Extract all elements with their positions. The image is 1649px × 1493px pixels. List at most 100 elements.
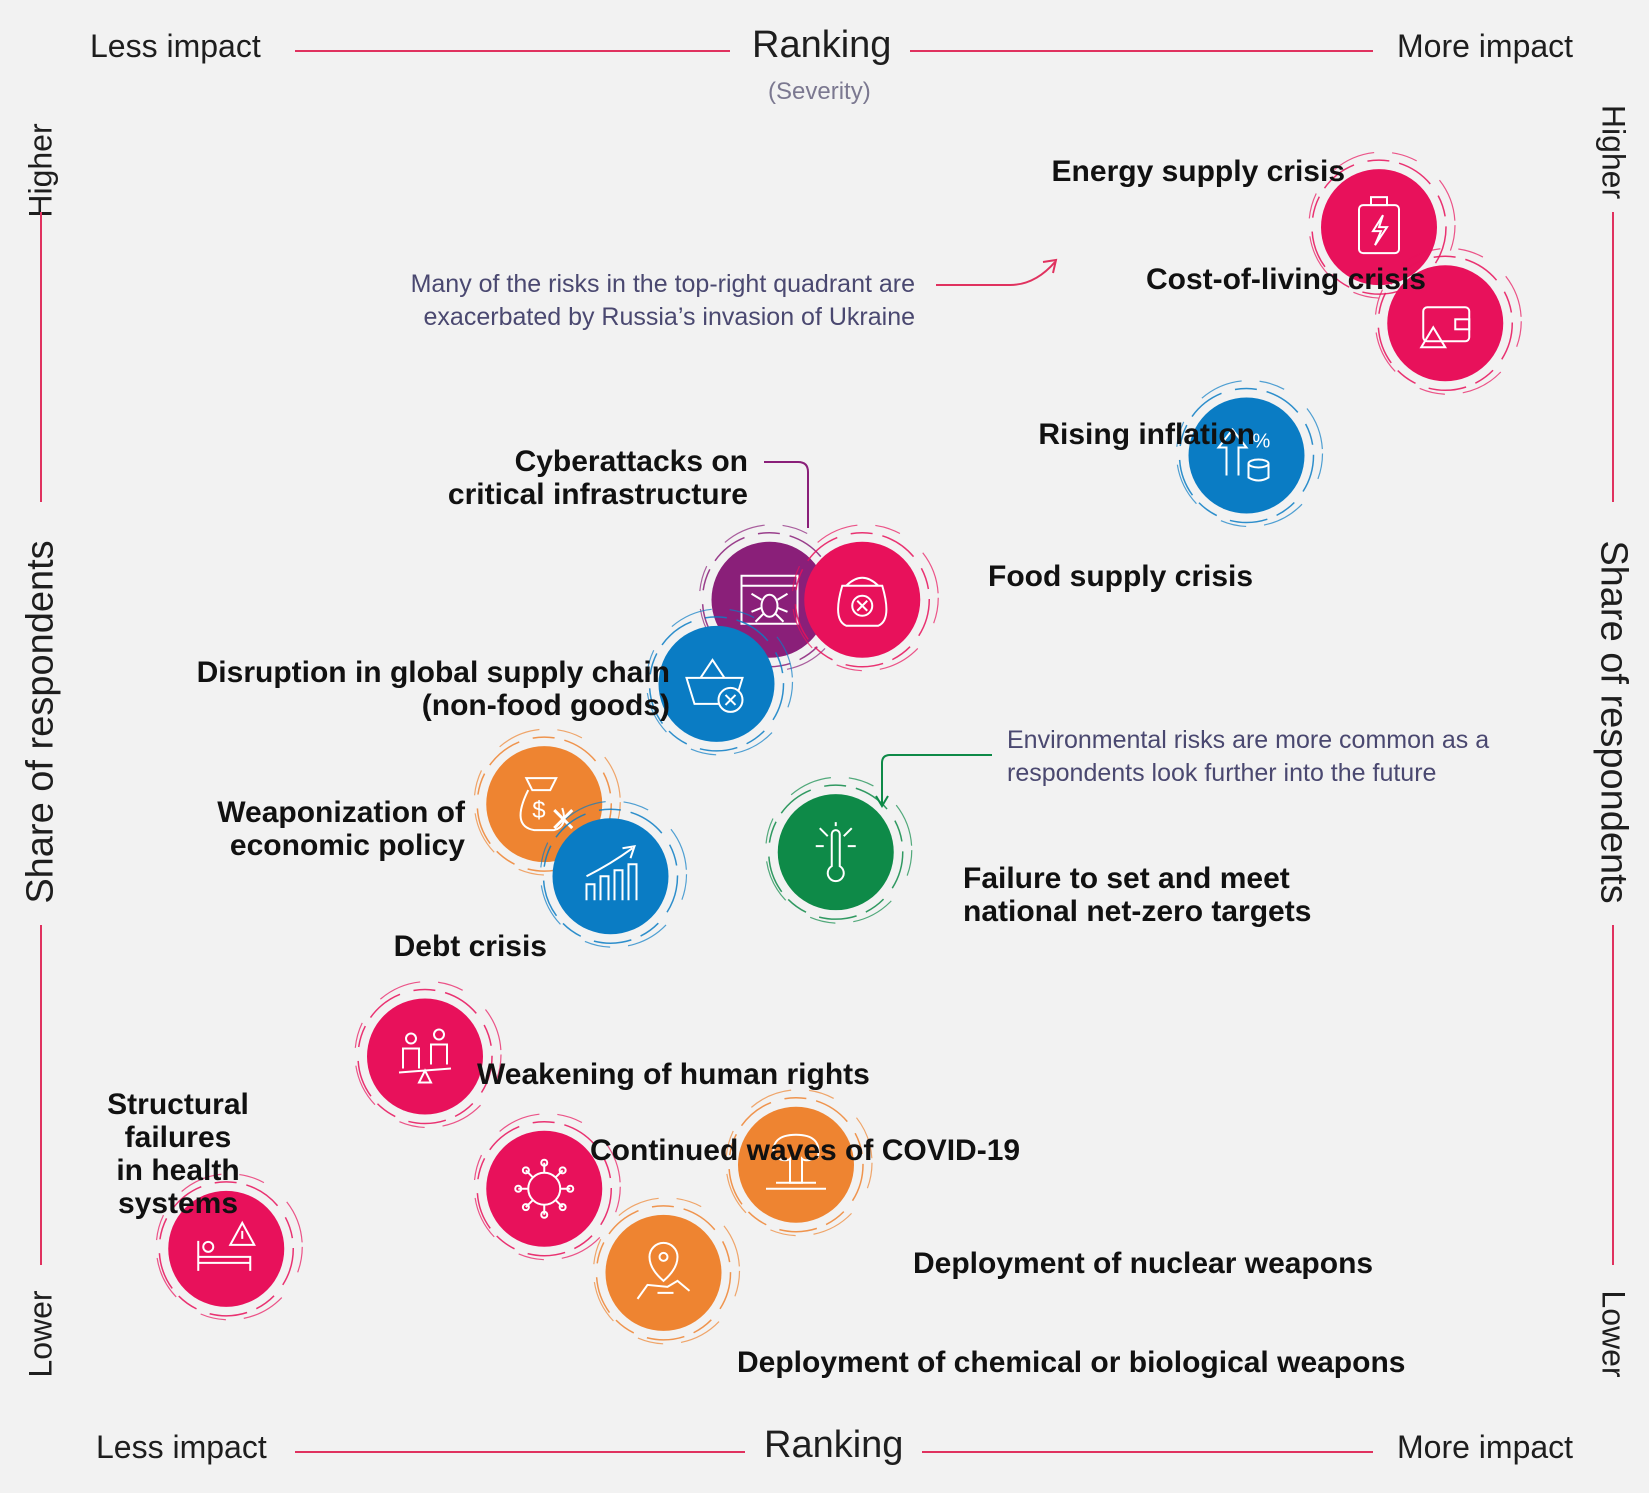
label-netzero: Failure to set and meet national net-zer… xyxy=(963,862,1311,928)
label-weapon-line1: Weaponization of xyxy=(217,796,465,829)
bubble-chem-circle xyxy=(605,1214,722,1331)
bubble-health xyxy=(155,1173,303,1321)
ukraine-annotation: Many of the risks in the top-right quadr… xyxy=(340,268,915,334)
environment-annotation-arrow xyxy=(881,754,992,805)
bubble-food xyxy=(791,524,939,672)
bubble-ring-outer-2 xyxy=(791,524,939,672)
environment-annotation: Environmental risks are more common as a… xyxy=(1007,724,1489,790)
left-axis-line-bottom xyxy=(40,925,42,1265)
label-health-line4: systems xyxy=(117,1187,239,1220)
people-balance-icon xyxy=(398,1028,452,1084)
label-weapon: Weaponization of economic policy xyxy=(160,796,465,862)
label-cyber: Cyberattacks on critical infrastructure xyxy=(330,445,748,511)
bubble-ring-outer xyxy=(794,532,930,668)
wallet-warning-icon xyxy=(1419,306,1471,349)
label-chem: Deployment of chemical or biological wea… xyxy=(737,1346,1406,1379)
bubble-ring-outer-2 xyxy=(354,980,502,1129)
top-axis-line-right xyxy=(910,50,1373,52)
label-cyber-line1: Cyberattacks on xyxy=(514,445,748,478)
bubble-ring-outer xyxy=(158,1181,294,1317)
bubble-debt-circle xyxy=(552,818,669,935)
bubble-food-circle xyxy=(804,541,921,658)
bubble-netzero xyxy=(765,776,913,924)
bubble-ring-outer xyxy=(542,808,679,944)
label-netzero-line1: Failure to set and meet xyxy=(963,862,1290,895)
ukraine-annotation-line2: exacerbated by Russia’s invasion of Ukra… xyxy=(423,303,915,331)
bubble-ring-outer xyxy=(1377,255,1513,392)
bubble-covid-circle xyxy=(486,1130,603,1247)
bubble-ring-outer-2 xyxy=(592,1197,741,1345)
bubble-rights xyxy=(354,980,502,1129)
ukraine-annotation-arrowhead xyxy=(1042,258,1058,274)
ukraine-annotation-line1: Many of the risks in the top-right quadr… xyxy=(410,270,915,298)
bubble-cost-circle xyxy=(1387,265,1504,382)
virus-icon xyxy=(514,1158,575,1219)
bubble-ring-outer xyxy=(768,784,904,920)
bubble-ring-outer xyxy=(357,988,493,1125)
label-nuclear: Deployment of nuclear weapons xyxy=(913,1247,1374,1280)
bubble-ring-outer xyxy=(476,736,612,872)
label-inflation: Rising inflation xyxy=(1038,418,1255,451)
biohazard-hand-icon xyxy=(636,1241,691,1300)
bubble-ring-outer-2 xyxy=(765,776,913,924)
bubble-ring-outer xyxy=(1311,159,1447,295)
label-covid: Continued waves of COVID-19 xyxy=(590,1134,1021,1167)
bottom-axis-line-right xyxy=(922,1451,1373,1453)
bubble-supply-circle xyxy=(658,625,775,742)
label-netzero-line2: national net-zero targets xyxy=(963,895,1312,928)
ukraine-annotation-arrow xyxy=(936,261,1056,286)
label-health-line2: failures xyxy=(124,1121,232,1154)
bubble-health-circle xyxy=(168,1190,285,1307)
bubble-chem xyxy=(592,1197,741,1345)
top-axis-title: Ranking xyxy=(752,24,892,66)
label-weapon-line2: economic policy xyxy=(229,829,465,862)
bubble-ring-outer-2 xyxy=(473,728,621,876)
bottom-axis-title: Ranking xyxy=(764,1424,904,1466)
bottom-axis-right-label: More impact xyxy=(1397,1429,1574,1465)
label-health-line1: Structural xyxy=(107,1088,249,1121)
bubble-netzero-circle xyxy=(777,794,894,911)
bubble-ring-outer-2 xyxy=(539,800,688,948)
hospital-bed-warning-icon xyxy=(197,1220,256,1271)
arrow-percent-coins-icon: % xyxy=(1216,427,1271,482)
right-axis-line-top xyxy=(1612,212,1614,502)
label-supply-line1: Disruption in global supply chain xyxy=(196,656,670,689)
top-axis-subtitle: (Severity) xyxy=(768,78,871,105)
label-food: Food supply crisis xyxy=(988,560,1254,593)
bubble-ring-outer xyxy=(648,616,785,752)
bubble-rights-circle xyxy=(367,998,483,1115)
bubble-cost xyxy=(1374,247,1522,395)
label-supply: Disruption in global supply chain (non-f… xyxy=(120,656,670,722)
environment-annotation-line1: Environmental risks are more common as a xyxy=(1007,726,1490,754)
svg-text:%: % xyxy=(1253,431,1271,453)
label-health-line3: in health xyxy=(116,1154,240,1187)
bubble-inflation: % xyxy=(1175,379,1324,528)
bubble-ring-outer xyxy=(476,1120,612,1257)
bubble-ring-outer-2 xyxy=(473,1113,621,1261)
top-axis-line-left xyxy=(295,50,730,52)
environment-annotation-line2: respondents look further into the future xyxy=(1007,759,1437,787)
bubble-debt xyxy=(539,800,688,948)
bottom-axis-line-left xyxy=(295,1451,745,1453)
bubble-ring-outer-2 xyxy=(155,1173,303,1321)
label-cyber-line2: critical infrastructure xyxy=(447,478,748,511)
bubble-ring-outer xyxy=(728,1096,864,1233)
bug-browser-icon xyxy=(740,574,799,625)
bubble-ring-outer-2 xyxy=(1374,247,1522,395)
top-axis-right-label: More impact xyxy=(1397,28,1574,64)
food-sack-x-icon xyxy=(837,576,888,627)
bar-chart-arrow-icon xyxy=(585,844,638,901)
bottom-axis-left-label: Less impact xyxy=(96,1429,267,1465)
top-axis-left-label: Less impact xyxy=(90,28,261,64)
label-energy: Energy supply crisis xyxy=(1051,155,1345,188)
left-axis-line-top xyxy=(40,212,42,502)
label-cost: Cost-of-living crisis xyxy=(1145,263,1426,296)
right-axis-line-bottom xyxy=(1612,925,1614,1265)
bubble-covid xyxy=(473,1113,621,1261)
bubble-ring-outer-2 xyxy=(725,1089,873,1237)
fuel-barrel-lightning-icon xyxy=(1358,196,1400,255)
bubble-ring-outer xyxy=(1178,387,1315,524)
bubble-energy xyxy=(1308,151,1456,299)
bubble-nuclear xyxy=(725,1089,873,1237)
